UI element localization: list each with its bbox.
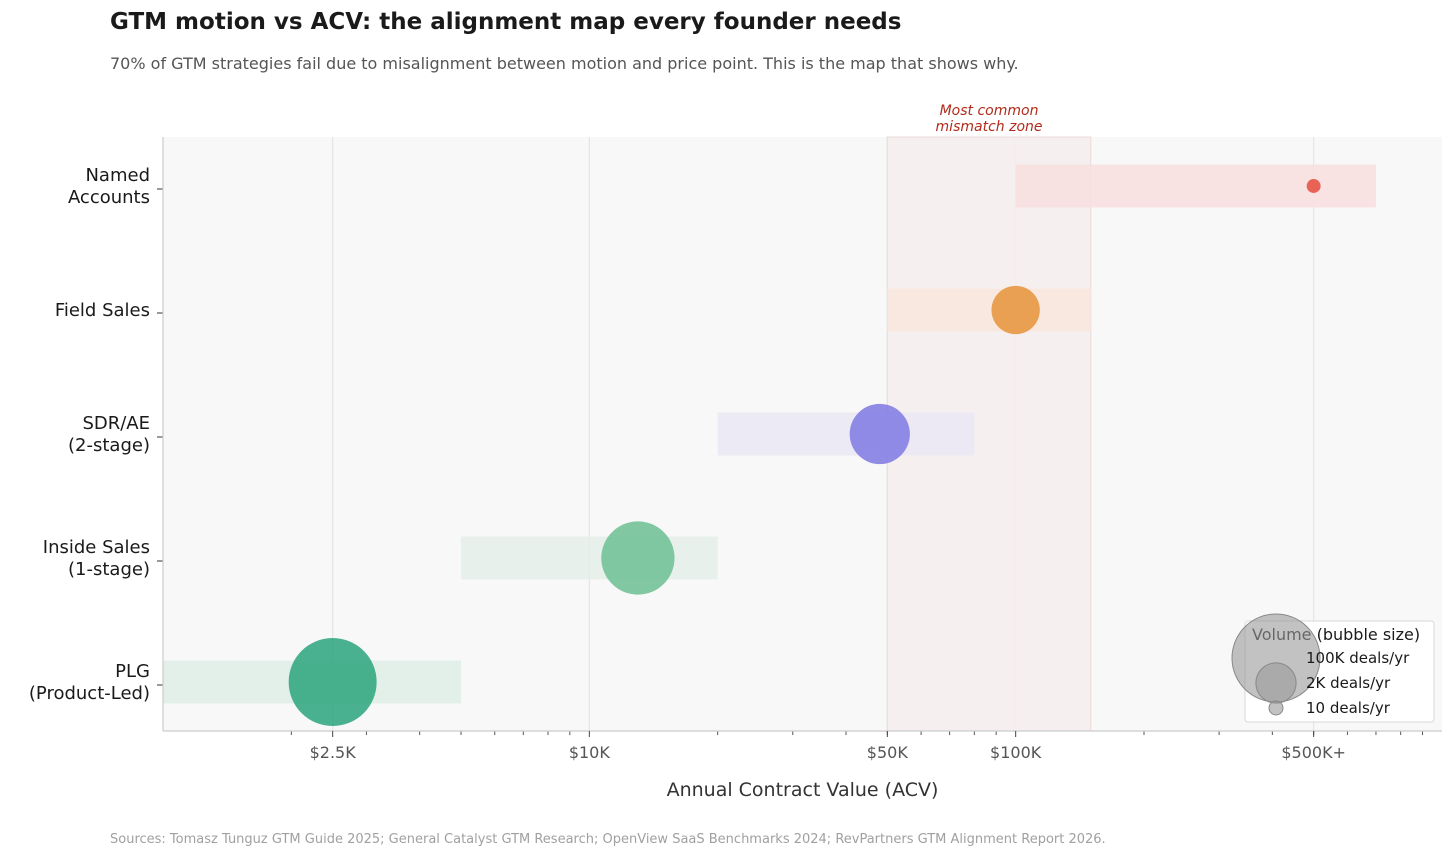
range-band	[717, 412, 975, 456]
legend-marker	[1255, 662, 1297, 704]
y-tick-label: (Product-Led)	[29, 683, 150, 704]
y-tick-label: PLG	[115, 661, 150, 682]
x-tick-label: $100K	[990, 743, 1042, 762]
x-tick-label: $50K	[867, 743, 909, 762]
mismatch-zone-label: mismatch zone	[936, 119, 1043, 135]
bubble	[991, 285, 1040, 335]
bubble	[849, 403, 910, 465]
bubble	[1306, 179, 1321, 193]
y-tick-label: Accounts	[68, 187, 150, 208]
chart-subtitle: 70% of GTM strategies fail due to misali…	[110, 54, 1019, 73]
legend-label: 10 deals/yr	[1306, 699, 1391, 717]
bubble	[601, 521, 675, 595]
bubble	[288, 638, 377, 726]
legend-label: 2K deals/yr	[1306, 674, 1391, 692]
y-tick-label: Inside Sales	[43, 537, 150, 558]
y-tick-label: SDR/AE	[82, 413, 150, 434]
y-tick-label: (2-stage)	[68, 435, 150, 456]
chart-title: GTM motion vs ACV: the alignment map eve…	[110, 9, 902, 35]
range-band	[887, 288, 1091, 332]
y-tick-label: (1-stage)	[68, 559, 150, 580]
legend-label: 100K deals/yr	[1306, 649, 1410, 667]
y-tick-label: Field Sales	[55, 300, 150, 321]
mismatch-zone-label: Most common	[940, 103, 1039, 119]
source-note: Sources: Tomasz Tunguz GTM Guide 2025; G…	[110, 832, 1106, 847]
legend-marker	[1268, 700, 1284, 716]
x-axis-label: Annual Contract Value (ACV)	[667, 779, 939, 801]
x-tick-label: $2.5K	[310, 743, 357, 762]
x-tick-label: $10K	[569, 743, 611, 762]
range-band	[1015, 164, 1376, 208]
range-band	[460, 536, 718, 580]
y-tick-label: Named	[85, 165, 150, 186]
x-tick-label: $500K+	[1281, 743, 1346, 762]
